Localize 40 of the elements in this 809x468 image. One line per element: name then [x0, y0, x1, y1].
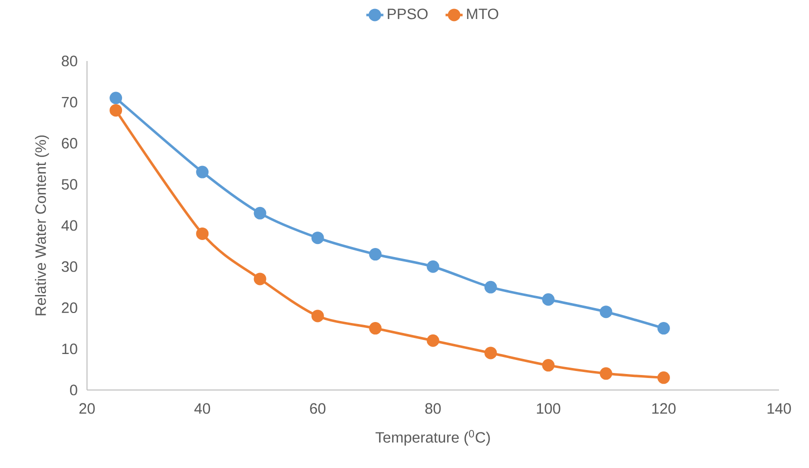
- y-tick-label: 20: [62, 302, 78, 314]
- x-tick-label: 80: [425, 403, 441, 414]
- point: [426, 334, 440, 347]
- point: [600, 306, 612, 318]
- point: [657, 371, 670, 384]
- point: [369, 248, 382, 261]
- y-tick-label: 60: [62, 138, 78, 149]
- x-tick-label: 60: [310, 403, 326, 414]
- x-tick-label: 100: [536, 403, 560, 414]
- point: [110, 104, 122, 117]
- y-tick-label: 0: [70, 384, 78, 396]
- point: [542, 359, 555, 372]
- point: [369, 322, 382, 335]
- point: [484, 346, 497, 360]
- point: [542, 293, 555, 306]
- x-axis-title: Temperature ($^{0}$C): [376, 430, 490, 446]
- point: [196, 227, 209, 240]
- y-tick-label: 70: [62, 96, 78, 108]
- point: [426, 260, 440, 273]
- point: [311, 232, 324, 244]
- x-tick-label: 140: [768, 403, 791, 414]
- x-tick-label: 40: [194, 403, 210, 414]
- point: [254, 206, 266, 220]
- point: [254, 272, 266, 286]
- legend-label: PPSO: [388, 8, 428, 20]
- legend-label: MTO: [467, 8, 498, 20]
- y-tick-label: 50: [62, 179, 78, 190]
- x-tick-label: 120: [652, 403, 676, 414]
- point: [110, 92, 122, 104]
- y-axis-title: Relative Water Content (%): [34, 135, 49, 316]
- point: [657, 322, 670, 335]
- y-tick-label: 80: [62, 56, 78, 66]
- point: [484, 280, 497, 294]
- y-tick-label: 10: [62, 344, 78, 354]
- point: [311, 310, 324, 322]
- point: [196, 166, 209, 178]
- y-tick-label: 40: [61, 220, 78, 231]
- y-tick-label: 30: [62, 261, 78, 272]
- x-tick-label: 20: [79, 403, 95, 414]
- point: [600, 367, 612, 380]
